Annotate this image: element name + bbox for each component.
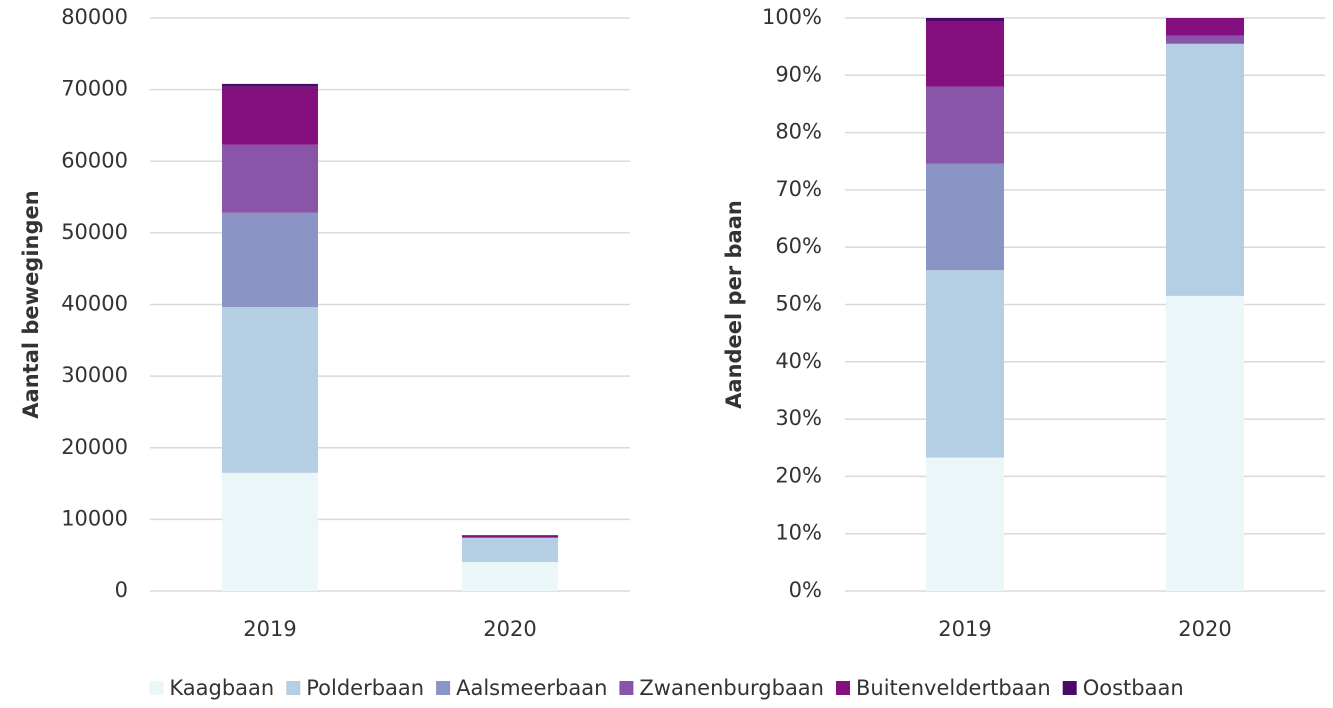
bar-segment bbox=[222, 307, 318, 473]
y-axis-label: Aantal bewegingen bbox=[19, 190, 43, 418]
bar-segment bbox=[222, 472, 318, 591]
legend-swatch bbox=[286, 681, 301, 695]
y-tick-label: 10% bbox=[775, 521, 822, 545]
bar-segment bbox=[222, 144, 318, 213]
legend-label: Polderbaan bbox=[306, 676, 424, 700]
y-tick-label: 0% bbox=[789, 578, 822, 602]
bar-segment bbox=[462, 535, 558, 538]
y-tick-label: 30000 bbox=[61, 363, 128, 387]
bar-segment bbox=[1166, 295, 1244, 591]
bar-segment bbox=[462, 537, 558, 538]
legend-swatch bbox=[149, 681, 164, 695]
bar-segment bbox=[462, 561, 558, 591]
bar-segment bbox=[222, 212, 318, 308]
y-tick-label: 40000 bbox=[61, 292, 128, 316]
y-tick-label: 70% bbox=[775, 177, 822, 201]
y-tick-label: 20000 bbox=[61, 435, 128, 459]
y-tick-label: 60% bbox=[775, 234, 822, 258]
legend-label: Zwanenburgbaan bbox=[639, 676, 824, 700]
y-tick-label: 0 bbox=[115, 578, 128, 602]
y-tick-label: 80% bbox=[775, 120, 822, 144]
bar-segment bbox=[926, 21, 1004, 87]
legend-swatch bbox=[1062, 681, 1077, 695]
y-axis-label: Aandeel per baan bbox=[722, 200, 746, 409]
bar-segment bbox=[1166, 18, 1244, 36]
bar-segment bbox=[1166, 43, 1244, 296]
y-tick-label: 100% bbox=[762, 5, 822, 29]
y-tick-label: 20% bbox=[775, 463, 822, 487]
bar-segment bbox=[1166, 35, 1244, 44]
y-tick-label: 10000 bbox=[61, 506, 128, 530]
legend-label: Aalsmeerbaan bbox=[456, 676, 607, 700]
bar-segment bbox=[926, 457, 1004, 591]
bar-segment bbox=[222, 86, 318, 145]
y-tick-label: 60000 bbox=[61, 148, 128, 172]
y-tick-label: 50000 bbox=[61, 220, 128, 244]
x-tick-label: 2020 bbox=[1178, 617, 1231, 641]
legend-swatch bbox=[619, 681, 634, 695]
x-tick-label: 2020 bbox=[483, 617, 536, 641]
bar-segment bbox=[926, 163, 1004, 271]
x-tick-label: 2019 bbox=[243, 617, 296, 641]
legend-label: Kaagbaan bbox=[169, 676, 274, 700]
y-tick-label: 50% bbox=[775, 292, 822, 316]
legend-swatch bbox=[436, 681, 451, 695]
bar-segment bbox=[462, 537, 558, 562]
legend-label: Buitenveldertbaan bbox=[856, 676, 1051, 700]
bar-segment bbox=[926, 270, 1004, 458]
y-tick-label: 70000 bbox=[61, 77, 128, 101]
legend-label: Oostbaan bbox=[1083, 676, 1184, 700]
bar-segment bbox=[926, 86, 1004, 164]
legend-swatch bbox=[836, 681, 850, 695]
x-tick-label: 2019 bbox=[938, 617, 991, 641]
y-tick-label: 30% bbox=[775, 406, 822, 430]
bar-segment bbox=[926, 18, 1004, 22]
y-tick-label: 90% bbox=[775, 62, 822, 86]
y-tick-label: 40% bbox=[775, 349, 822, 373]
y-tick-label: 80000 bbox=[61, 5, 128, 29]
bar-segment bbox=[222, 83, 318, 87]
